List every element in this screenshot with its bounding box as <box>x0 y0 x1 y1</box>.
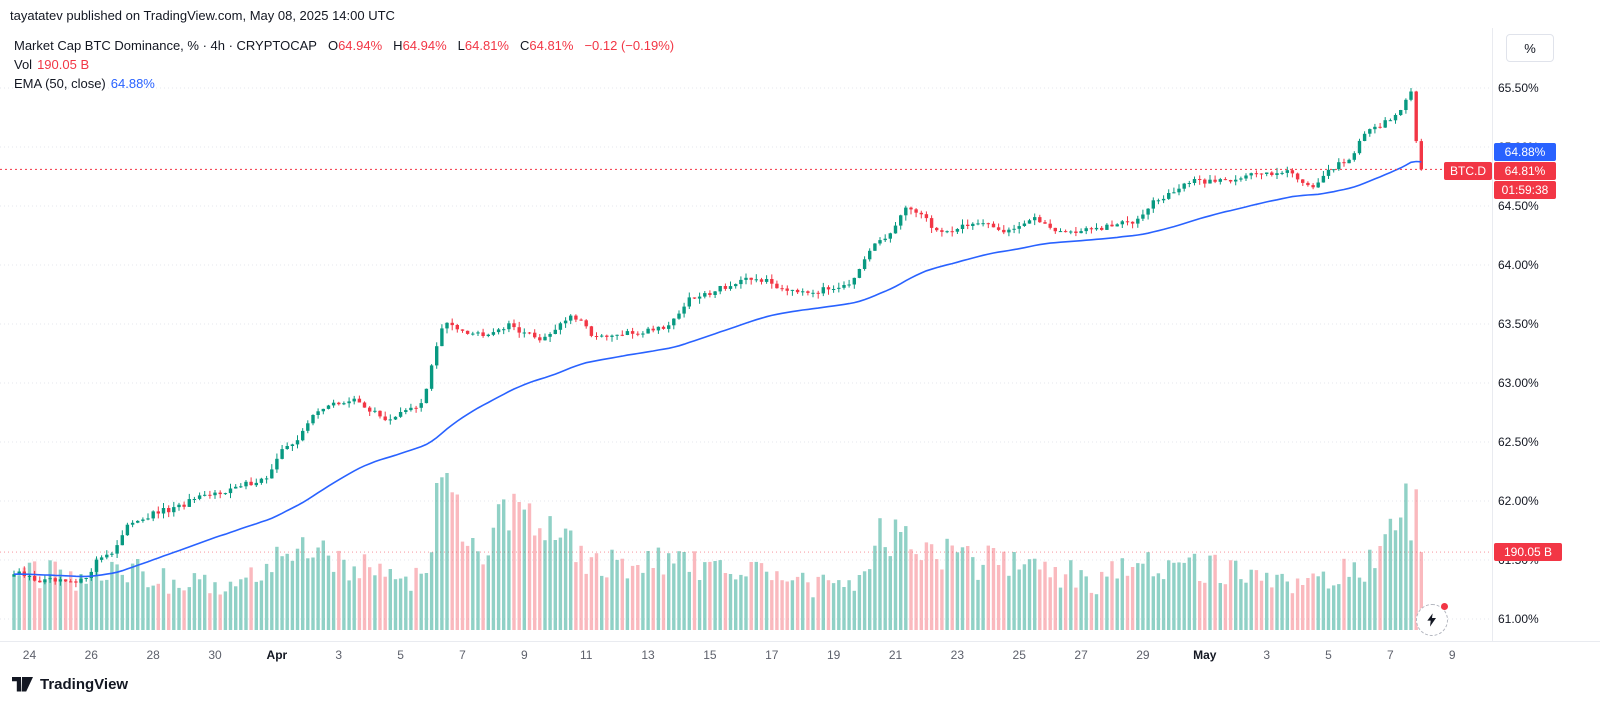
time-axis-separator <box>0 641 1600 642</box>
time-axis-label: 30 <box>208 648 222 662</box>
time-axis-label: 11 <box>579 648 593 662</box>
time-axis-label: 13 <box>641 648 655 662</box>
attribution-text: tayatatev published on TradingView.com, … <box>10 8 395 23</box>
ohlc-low: L64.81% <box>457 38 509 53</box>
tradingview-branding[interactable]: TradingView <box>12 676 128 693</box>
time-axis[interactable]: 24 26 28 30 Apr 3 5 7 9 11 13 15 17 19 21 23 25 27 29 May 3 5… <box>0 0 1600 665</box>
tradingview-logo-icon <box>12 677 33 692</box>
price-axis-label: 62.00% <box>1498 494 1539 508</box>
ema-value: 64.88% <box>110 76 155 91</box>
ohlc-high: H64.94% <box>393 38 447 53</box>
brand-name: TradingView <box>40 676 129 693</box>
time-axis-label: 25 <box>1012 648 1026 662</box>
time-axis-label: 5 <box>1325 648 1332 662</box>
notification-dot <box>1441 603 1448 610</box>
ohlc-close: C64.81% <box>519 38 574 53</box>
ema-label: EMA (50, close) <box>14 76 106 91</box>
time-axis-label: 7 <box>459 648 466 662</box>
time-axis-label: 29 <box>1136 648 1150 662</box>
price-axis-label: 63.50% <box>1498 317 1539 331</box>
time-axis-label: 9 <box>1448 648 1456 662</box>
time-axis-label: 27 <box>1074 648 1088 662</box>
bolt-glyph <box>1427 613 1436 627</box>
ema-legend[interactable]: EMA (50, close) 64.88% <box>14 74 674 93</box>
time-axis-label: 28 <box>146 648 160 662</box>
time-axis-label: 5 <box>397 648 404 662</box>
price-axis-label: 64.50% <box>1498 199 1539 213</box>
symbol-title[interactable]: Market Cap BTC Dominance, % · 4h · CRYPT… <box>14 38 317 53</box>
time-axis-label: Apr <box>266 648 288 662</box>
volume-value-badge: 190.05 B <box>1494 543 1562 561</box>
time-axis-label: 23 <box>950 648 965 662</box>
vol-value: 190.05 B <box>37 57 90 72</box>
ohlc-open: O64.94% <box>327 38 383 53</box>
time-axis-label: 3 <box>1263 648 1270 662</box>
time-axis-label: 9 <box>521 648 528 662</box>
vol-label: Vol <box>14 57 33 72</box>
price-axis-label: 63.00% <box>1498 376 1539 390</box>
price-axis-label: 61.00% <box>1498 612 1539 626</box>
time-axis-label: 19 <box>826 648 841 662</box>
price-axis[interactable]: 65.50%65.00%64.50%64.00%63.50%63.00%62.5… <box>1498 0 1598 660</box>
time-axis-label: May <box>1193 648 1217 662</box>
time-axis-label: 7 <box>1387 648 1394 662</box>
time-axis-label: 3 <box>335 648 343 662</box>
price-axis-label: 64.00% <box>1498 258 1539 272</box>
time-axis-label: 26 <box>84 648 98 662</box>
time-axis-label: 21 <box>888 648 903 662</box>
bar-countdown-badge: 01:59:38 <box>1494 181 1556 199</box>
ema-value-badge: 64.88% <box>1494 143 1556 161</box>
change-value: −0.12 (−0.19%) <box>584 38 675 53</box>
candlestick-chart[interactable] <box>0 0 1600 668</box>
chart-legend: Market Cap BTC Dominance, % · 4h · CRYPT… <box>14 36 674 93</box>
lightning-icon[interactable] <box>1416 603 1448 636</box>
time-axis-label: 15 <box>703 648 717 662</box>
time-axis-label: 17 <box>765 648 779 662</box>
time-axis-label: 24 <box>22 648 37 662</box>
symbol-badge: BTC.D <box>1444 162 1492 180</box>
percent-unit-button[interactable]: % <box>1506 34 1554 62</box>
volume-legend[interactable]: Vol 190.05 B <box>14 55 674 74</box>
price-axis-separator <box>1492 28 1493 642</box>
price-axis-label: 62.50% <box>1498 435 1539 449</box>
price-axis-label: 65.50% <box>1498 81 1539 95</box>
last-price-badge: 64.81% <box>1494 162 1556 180</box>
